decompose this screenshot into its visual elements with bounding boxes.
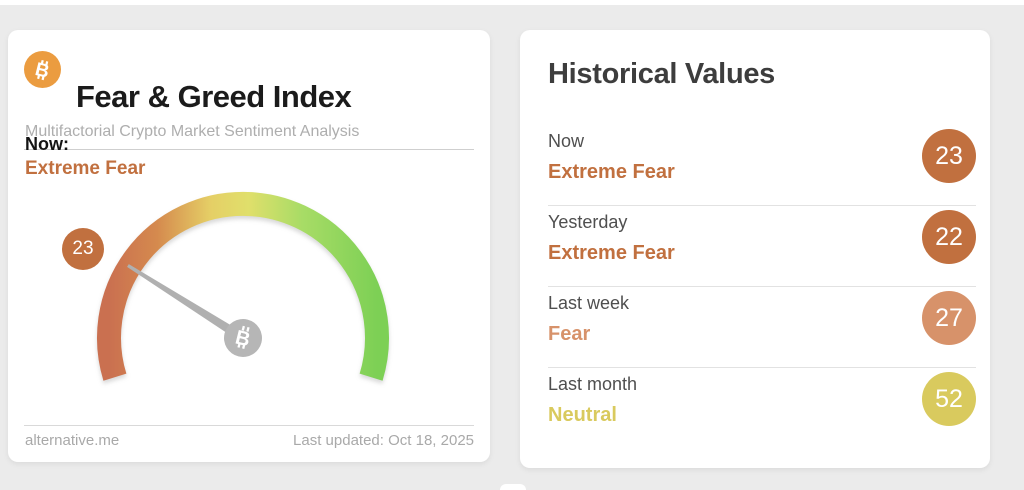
historical-rows: Now Extreme Fear 23 Yesterday Extreme Fe… xyxy=(548,125,976,449)
gauge-hub: B xyxy=(224,319,262,357)
bitcoin-hub-icon: B xyxy=(233,325,252,351)
card-subtitle: Multifactorial Crypto Market Sentiment A… xyxy=(25,123,360,140)
row-period-label: Now xyxy=(548,131,585,151)
top-strip xyxy=(0,0,1024,5)
bitcoin-icon: B xyxy=(24,51,61,88)
row-value-badge: 23 xyxy=(922,129,976,183)
row-period-label: Yesterday xyxy=(548,212,628,232)
last-updated: Last updated: Oct 18, 2025 xyxy=(293,432,474,449)
now-label: Now: xyxy=(25,134,69,154)
row-value-badge: 22 xyxy=(922,210,976,264)
current-sentiment: Extreme Fear xyxy=(25,158,146,179)
row-value-badge: 27 xyxy=(922,291,976,345)
bottom-notch xyxy=(500,484,526,490)
footer-divider xyxy=(24,425,474,426)
gauge-needle-group xyxy=(127,264,246,342)
row-sentiment: Neutral xyxy=(548,404,617,426)
history-row-now: Now Extreme Fear 23 xyxy=(548,125,976,206)
gauge-needle xyxy=(127,264,246,342)
history-row-yesterday: Yesterday Extreme Fear 22 xyxy=(548,206,976,287)
row-sentiment: Fear xyxy=(548,323,591,345)
history-row-last-month: Last month Neutral 52 xyxy=(548,368,976,449)
gauge-arc xyxy=(97,191,389,381)
row-sentiment: Extreme Fear xyxy=(548,242,675,264)
page-title: Fear & Greed Index xyxy=(76,79,352,114)
source-link[interactable]: alternative.me xyxy=(25,432,120,449)
historical-values-card: Historical Values Now Extreme Fear 23 Ye… xyxy=(520,30,990,468)
history-row-last-week: Last week Fear 27 xyxy=(548,287,976,368)
fear-greed-card: B Fear & Greed Index Multifactorial Cryp… xyxy=(8,30,490,462)
historical-values-title: Historical Values xyxy=(548,58,776,90)
row-sentiment: Extreme Fear xyxy=(548,161,675,183)
row-period-label: Last month xyxy=(548,374,638,394)
row-period-label: Last week xyxy=(548,293,630,313)
row-value-badge: 52 xyxy=(922,372,976,426)
gauge-value-badge: 23 xyxy=(62,228,104,270)
gauge-chart: B xyxy=(97,191,389,381)
header-divider xyxy=(24,149,474,150)
